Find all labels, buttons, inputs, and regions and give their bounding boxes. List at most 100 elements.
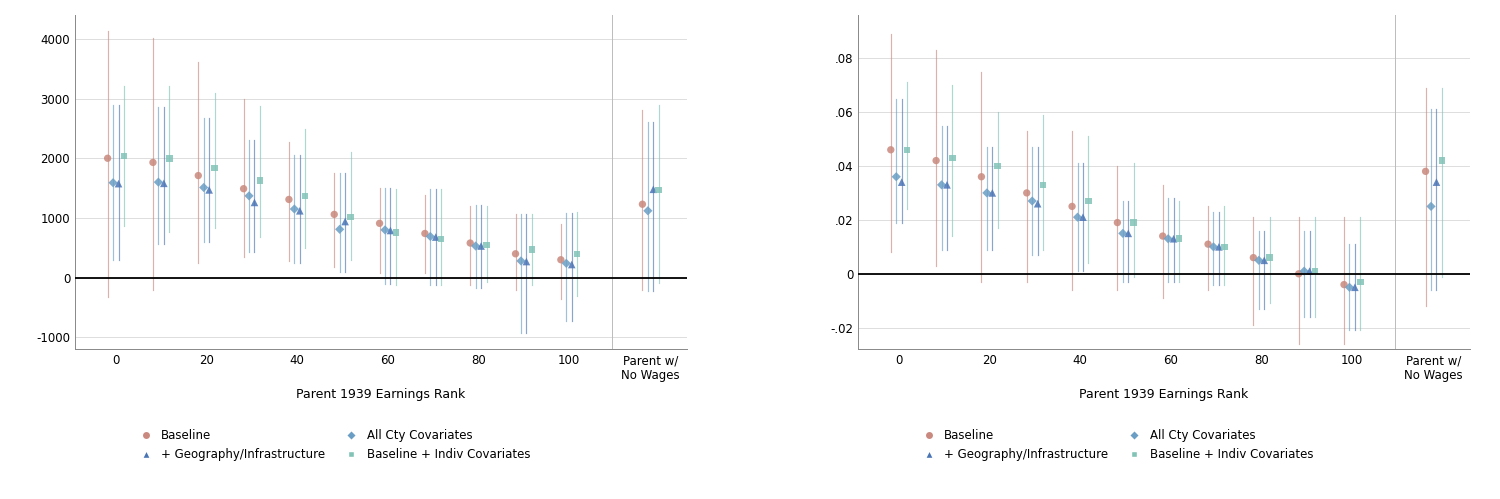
- X-axis label: Parent 1939 Earnings Rank: Parent 1939 Earnings Rank: [1080, 388, 1248, 401]
- Point: [202, 164, 226, 172]
- Point: [1202, 243, 1225, 251]
- Point: [152, 179, 176, 187]
- Point: [646, 186, 670, 194]
- Point: [470, 242, 494, 250]
- Point: [196, 186, 220, 194]
- Point: [642, 185, 666, 193]
- Point: [458, 239, 482, 247]
- Point: [327, 226, 351, 234]
- Point: [322, 211, 346, 219]
- Point: [1419, 203, 1443, 211]
- Point: [112, 152, 136, 160]
- Point: [378, 227, 402, 235]
- Point: [339, 213, 363, 221]
- Point: [419, 233, 442, 241]
- Point: [1332, 280, 1356, 288]
- Point: [1338, 283, 1362, 291]
- Point: [981, 189, 1005, 197]
- Point: [1298, 267, 1322, 275]
- Point: [1161, 235, 1185, 243]
- Point: [1257, 253, 1281, 261]
- Point: [243, 199, 267, 207]
- Point: [1348, 278, 1372, 286]
- Point: [429, 235, 453, 243]
- Point: [1242, 253, 1266, 261]
- Point: [1196, 240, 1219, 248]
- Point: [969, 173, 993, 181]
- Point: [278, 196, 302, 204]
- Point: [96, 154, 120, 162]
- Point: [1106, 219, 1130, 227]
- Point: [1112, 230, 1136, 238]
- Point: [474, 241, 498, 249]
- Point: [1122, 219, 1146, 227]
- Point: [555, 259, 579, 267]
- Point: [1304, 267, 1328, 275]
- Point: [464, 242, 488, 250]
- Point: [975, 189, 999, 197]
- Point: [333, 218, 357, 226]
- Point: [896, 146, 920, 154]
- Point: [1425, 178, 1449, 186]
- Point: [1167, 235, 1191, 243]
- Point: [1030, 181, 1054, 189]
- Legend: Baseline, + Geography/Infrastructure, All Cty Covariates, Baseline + Indiv Covar: Baseline, + Geography/Infrastructure, Al…: [916, 429, 1312, 461]
- Point: [514, 257, 538, 265]
- Point: [292, 192, 316, 200]
- Point: [424, 233, 448, 241]
- Point: [282, 205, 306, 213]
- Point: [1060, 203, 1084, 211]
- Point: [1292, 267, 1316, 275]
- Point: [186, 172, 210, 180]
- Point: [509, 257, 532, 265]
- Point: [879, 146, 903, 154]
- Point: [192, 184, 216, 192]
- Point: [1077, 197, 1101, 205]
- Point: [636, 207, 660, 215]
- Point: [934, 181, 958, 189]
- Point: [1246, 256, 1270, 264]
- Point: [549, 256, 573, 264]
- Point: [288, 207, 312, 215]
- Point: [560, 260, 584, 268]
- Point: [1252, 256, 1276, 264]
- Legend: Baseline, + Geography/Infrastructure, All Cty Covariates, Baseline + Indiv Covar: Baseline, + Geography/Infrastructure, Al…: [134, 429, 530, 461]
- Point: [1116, 230, 1140, 238]
- Point: [1156, 235, 1180, 243]
- Point: [1020, 197, 1044, 205]
- Point: [384, 229, 408, 237]
- Point: [884, 173, 908, 181]
- Point: [158, 154, 182, 162]
- Point: [106, 180, 130, 188]
- Point: [368, 220, 392, 228]
- Point: [504, 250, 528, 258]
- Point: [1342, 283, 1366, 291]
- Point: [1071, 213, 1095, 221]
- Point: [1150, 232, 1174, 240]
- Point: [924, 157, 948, 165]
- Point: [930, 181, 954, 189]
- Point: [986, 162, 1010, 170]
- Point: [566, 250, 590, 258]
- Point: [231, 185, 255, 193]
- Point: [1212, 243, 1236, 251]
- Point: [147, 178, 171, 186]
- Point: [1208, 243, 1231, 251]
- Point: [237, 192, 261, 200]
- Point: [1413, 167, 1437, 175]
- Point: [520, 246, 544, 253]
- X-axis label: Parent 1939 Earnings Rank: Parent 1939 Earnings Rank: [297, 388, 465, 401]
- Point: [1065, 213, 1089, 221]
- Point: [940, 154, 964, 162]
- Point: [1026, 200, 1050, 208]
- Point: [1287, 270, 1311, 278]
- Point: [100, 179, 124, 187]
- Point: [374, 226, 398, 234]
- Point: [413, 230, 436, 238]
- Point: [141, 159, 165, 167]
- Point: [1016, 189, 1040, 197]
- Point: [890, 178, 914, 186]
- Point: [1430, 157, 1454, 165]
- Point: [248, 176, 272, 184]
- Point: [630, 200, 654, 208]
